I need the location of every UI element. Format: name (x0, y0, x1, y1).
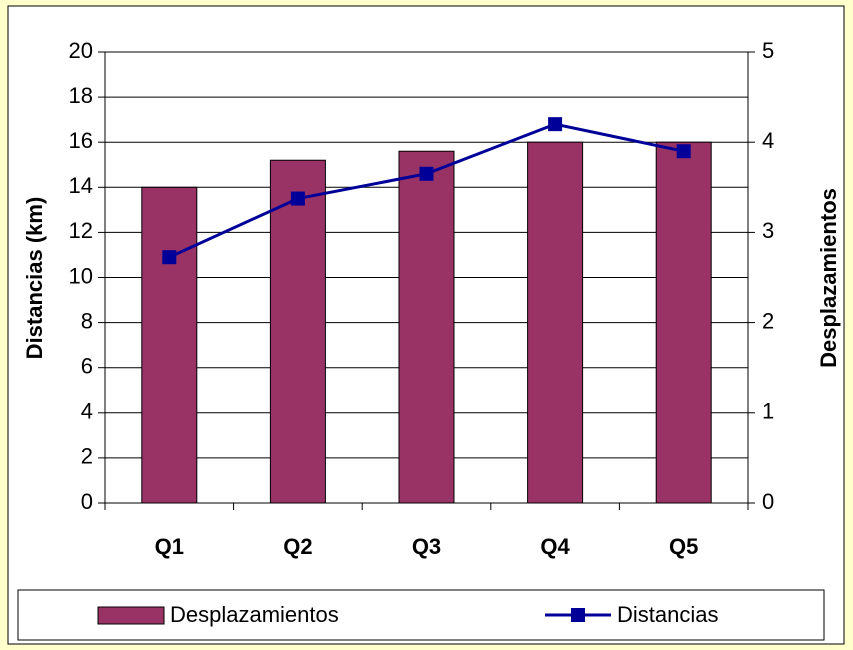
y2-axis-label: Desplazamientos (816, 188, 841, 368)
x-tick-label: Q2 (283, 534, 312, 559)
marker (162, 250, 177, 265)
y2-tick-label: 3 (762, 218, 774, 243)
legend-label: Desplazamientos (170, 602, 339, 627)
marker (419, 166, 434, 181)
x-tick-label: Q3 (412, 534, 441, 559)
y-tick-label: 10 (69, 263, 93, 288)
x-tick-label: Q1 (155, 534, 184, 559)
y-tick-label: 20 (69, 38, 93, 63)
marker (290, 191, 305, 206)
y-tick-label: 14 (69, 173, 93, 198)
marker (548, 117, 563, 132)
y2-tick-label: 0 (762, 489, 774, 514)
bar (269, 159, 326, 504)
y-tick-label: 4 (81, 399, 93, 424)
marker (676, 144, 691, 159)
y-tick-label: 18 (69, 83, 93, 108)
y2-tick-label: 2 (762, 308, 774, 333)
y-tick-label: 0 (81, 489, 93, 514)
legend-label: Distancias (617, 602, 718, 627)
y-tick-label: 2 (81, 444, 93, 469)
y-tick-label: 12 (69, 218, 93, 243)
y-axis-label: Distancias (km) (22, 197, 47, 360)
y-tick-label: 8 (81, 308, 93, 333)
y2-tick-label: 4 (762, 128, 774, 153)
y-tick-label: 6 (81, 354, 93, 379)
x-tick-label: Q5 (669, 534, 698, 559)
x-tick-label: Q4 (540, 534, 570, 559)
bar (527, 141, 584, 504)
bar (398, 150, 455, 504)
y2-tick-label: 1 (762, 399, 774, 424)
legend-swatch (97, 606, 165, 625)
y2-tick-label: 5 (762, 38, 774, 63)
legend-marker (571, 608, 585, 622)
bar (655, 141, 712, 504)
bar (141, 186, 198, 504)
y-tick-label: 16 (69, 128, 93, 153)
